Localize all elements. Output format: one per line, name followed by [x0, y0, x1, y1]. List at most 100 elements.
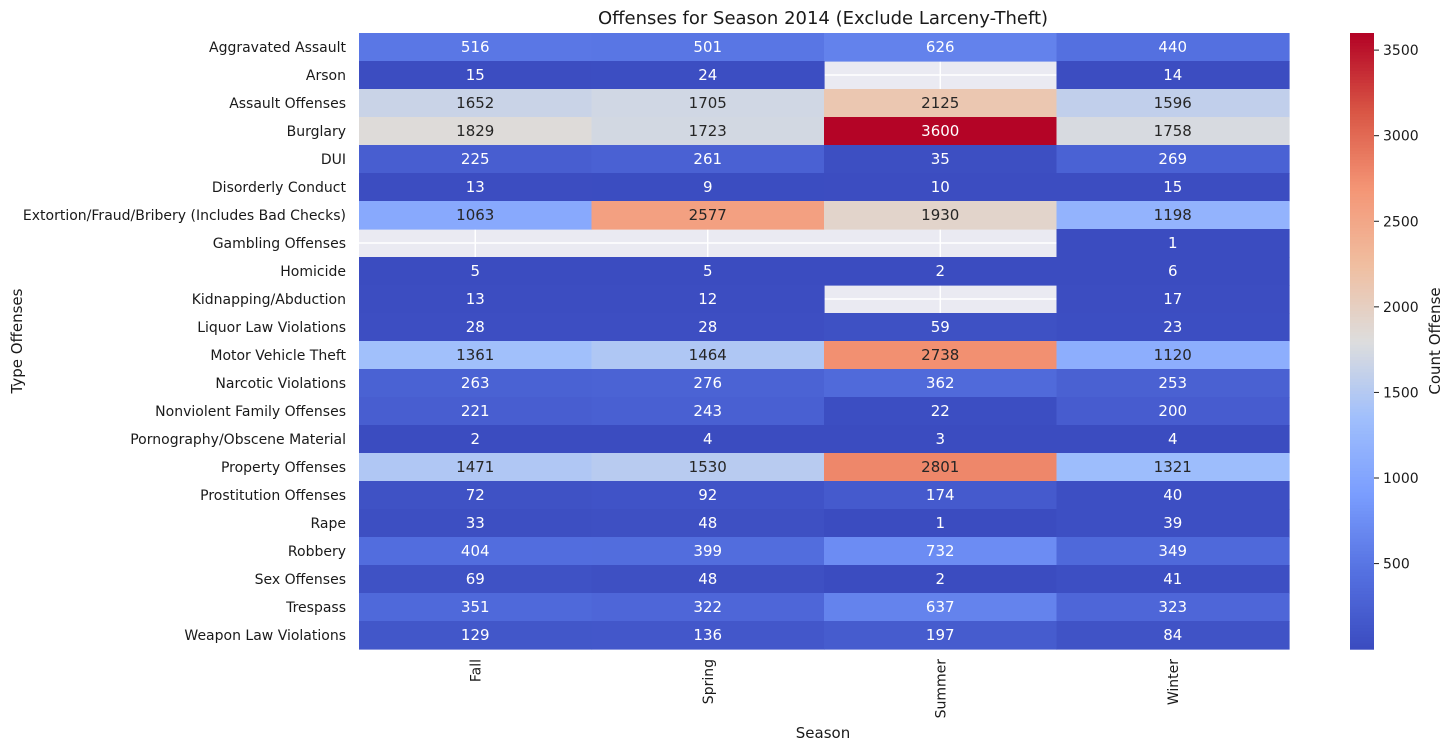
- colorbar-segment: [1350, 257, 1374, 262]
- colorbar-segment: [1350, 310, 1374, 314]
- colorbar-segment: [1350, 88, 1374, 93]
- cell-value-label: 322: [693, 598, 722, 616]
- heatmap-cell: [591, 341, 825, 370]
- colorbar-segment: [1350, 430, 1374, 435]
- colorbar-tick-label: 2500: [1383, 214, 1419, 230]
- cell-value-label: 3600: [921, 122, 959, 140]
- heatmap-cell: [591, 537, 825, 566]
- cell-value-label: 1471: [456, 458, 494, 476]
- heatmap-cell: [1056, 201, 1290, 230]
- colorbar-segment: [1350, 436, 1374, 441]
- heatmap-cell: [591, 369, 825, 398]
- cell-value-label: 48: [698, 570, 717, 588]
- colorbar-segment: [1350, 153, 1374, 157]
- cell-value-label: 22: [931, 402, 950, 420]
- colorbar-segment: [1350, 396, 1374, 401]
- colorbar-segment: [1350, 411, 1374, 416]
- cell-value-label: 59: [931, 318, 950, 336]
- heatmap-cell: [359, 145, 593, 174]
- cell-value-label: 1321: [1154, 458, 1192, 476]
- colorbar-label: Count Offense: [1426, 287, 1444, 394]
- heatmap-cell: [1056, 369, 1290, 398]
- colorbar-segment: [1350, 131, 1374, 136]
- colorbar-segment: [1350, 371, 1374, 376]
- colorbar-segment: [1350, 510, 1374, 515]
- colorbar-segment: [1350, 33, 1374, 37]
- cell-value-label: 1198: [1154, 206, 1192, 224]
- colorbar-segment: [1350, 270, 1374, 274]
- colorbar-segment: [1350, 408, 1374, 413]
- colorbar-segment: [1350, 279, 1374, 284]
- row-tick-label: Rape: [311, 516, 347, 532]
- colorbar-segment: [1350, 491, 1374, 496]
- cell-value-label: 129: [461, 626, 490, 644]
- cell-value-label: 17: [1163, 290, 1182, 308]
- cell-value-label: 2: [935, 570, 945, 588]
- colorbar-segment: [1350, 217, 1374, 222]
- colorbar-segment: [1350, 110, 1374, 114]
- colorbar-segment: [1350, 627, 1374, 632]
- colorbar-segment: [1350, 325, 1374, 330]
- row-tick-label: Narcotic Violations: [215, 376, 346, 392]
- colorbar-segment: [1350, 51, 1374, 56]
- colorbar-segment: [1350, 316, 1374, 321]
- colorbar-segment: [1350, 464, 1374, 468]
- heatmap-cell: [359, 565, 593, 594]
- colorbar-segment: [1350, 602, 1374, 607]
- cell-value-label: 263: [461, 374, 490, 392]
- colorbar-segment: [1350, 568, 1374, 573]
- heatmap-cell: [824, 397, 1058, 426]
- heatmap-cell: [591, 201, 825, 230]
- heatmap-cell: [591, 621, 825, 650]
- cell-value-label: 13: [466, 290, 485, 308]
- heatmap-cell: [824, 481, 1058, 510]
- heatmap-cell: [359, 621, 593, 650]
- colorbar-segment: [1350, 97, 1374, 102]
- colorbar-segment: [1350, 535, 1374, 539]
- colorbar-segment: [1350, 384, 1374, 388]
- cell-value-label: 69: [466, 570, 485, 588]
- cell-value-label: 2801: [921, 458, 959, 476]
- colorbar-segment: [1350, 528, 1374, 533]
- heatmap-cell: [824, 313, 1058, 342]
- heatmap-cell: [824, 173, 1058, 202]
- cell-value-label: 13: [466, 178, 485, 196]
- heatmap-cell: [1056, 285, 1290, 314]
- heatmap-cell: [1056, 593, 1290, 622]
- heatmap-cell: [591, 509, 825, 538]
- colorbar-segment: [1350, 220, 1374, 225]
- colorbar-segment: [1350, 248, 1374, 253]
- colorbar-segment: [1350, 66, 1374, 71]
- colorbar-segment: [1350, 467, 1374, 472]
- cell-value-label: 48: [698, 514, 717, 532]
- heatmap-cell: [591, 145, 825, 174]
- colorbar-segment: [1350, 334, 1374, 339]
- cell-value-label: 637: [926, 598, 955, 616]
- colorbar-segment: [1350, 507, 1374, 512]
- colorbar-segment: [1350, 103, 1374, 108]
- colorbar-segment: [1350, 473, 1374, 478]
- heatmap-cell: [824, 201, 1058, 230]
- row-tick-label: Burglary: [287, 124, 346, 140]
- colorbar-segment: [1350, 439, 1374, 444]
- colorbar-tick-label: 500: [1383, 557, 1410, 573]
- colorbar-segment: [1350, 593, 1374, 598]
- colorbar-segment: [1350, 162, 1374, 167]
- heatmap-cell: [1056, 145, 1290, 174]
- heatmap-cell: [591, 33, 825, 62]
- colorbar-segment: [1350, 587, 1374, 592]
- row-tick-label: Disorderly Conduct: [212, 180, 347, 196]
- colorbar-segment: [1350, 418, 1374, 422]
- heatmap-cell: [824, 509, 1058, 538]
- cell-value-label: 35: [931, 150, 950, 168]
- cell-value-label: 399: [693, 542, 722, 560]
- colorbar-segment: [1350, 374, 1374, 379]
- colorbar-segment: [1350, 36, 1374, 40]
- heatmap-cell: [1056, 397, 1290, 426]
- row-tick-label: Pornography/Obscene Material: [130, 432, 346, 448]
- heatmap-cell: [359, 509, 593, 538]
- cell-value-label: 1361: [456, 346, 494, 364]
- cell-value-label: 3: [935, 430, 945, 448]
- heatmap-cell: [1056, 33, 1290, 62]
- colorbar-segment: [1350, 368, 1374, 373]
